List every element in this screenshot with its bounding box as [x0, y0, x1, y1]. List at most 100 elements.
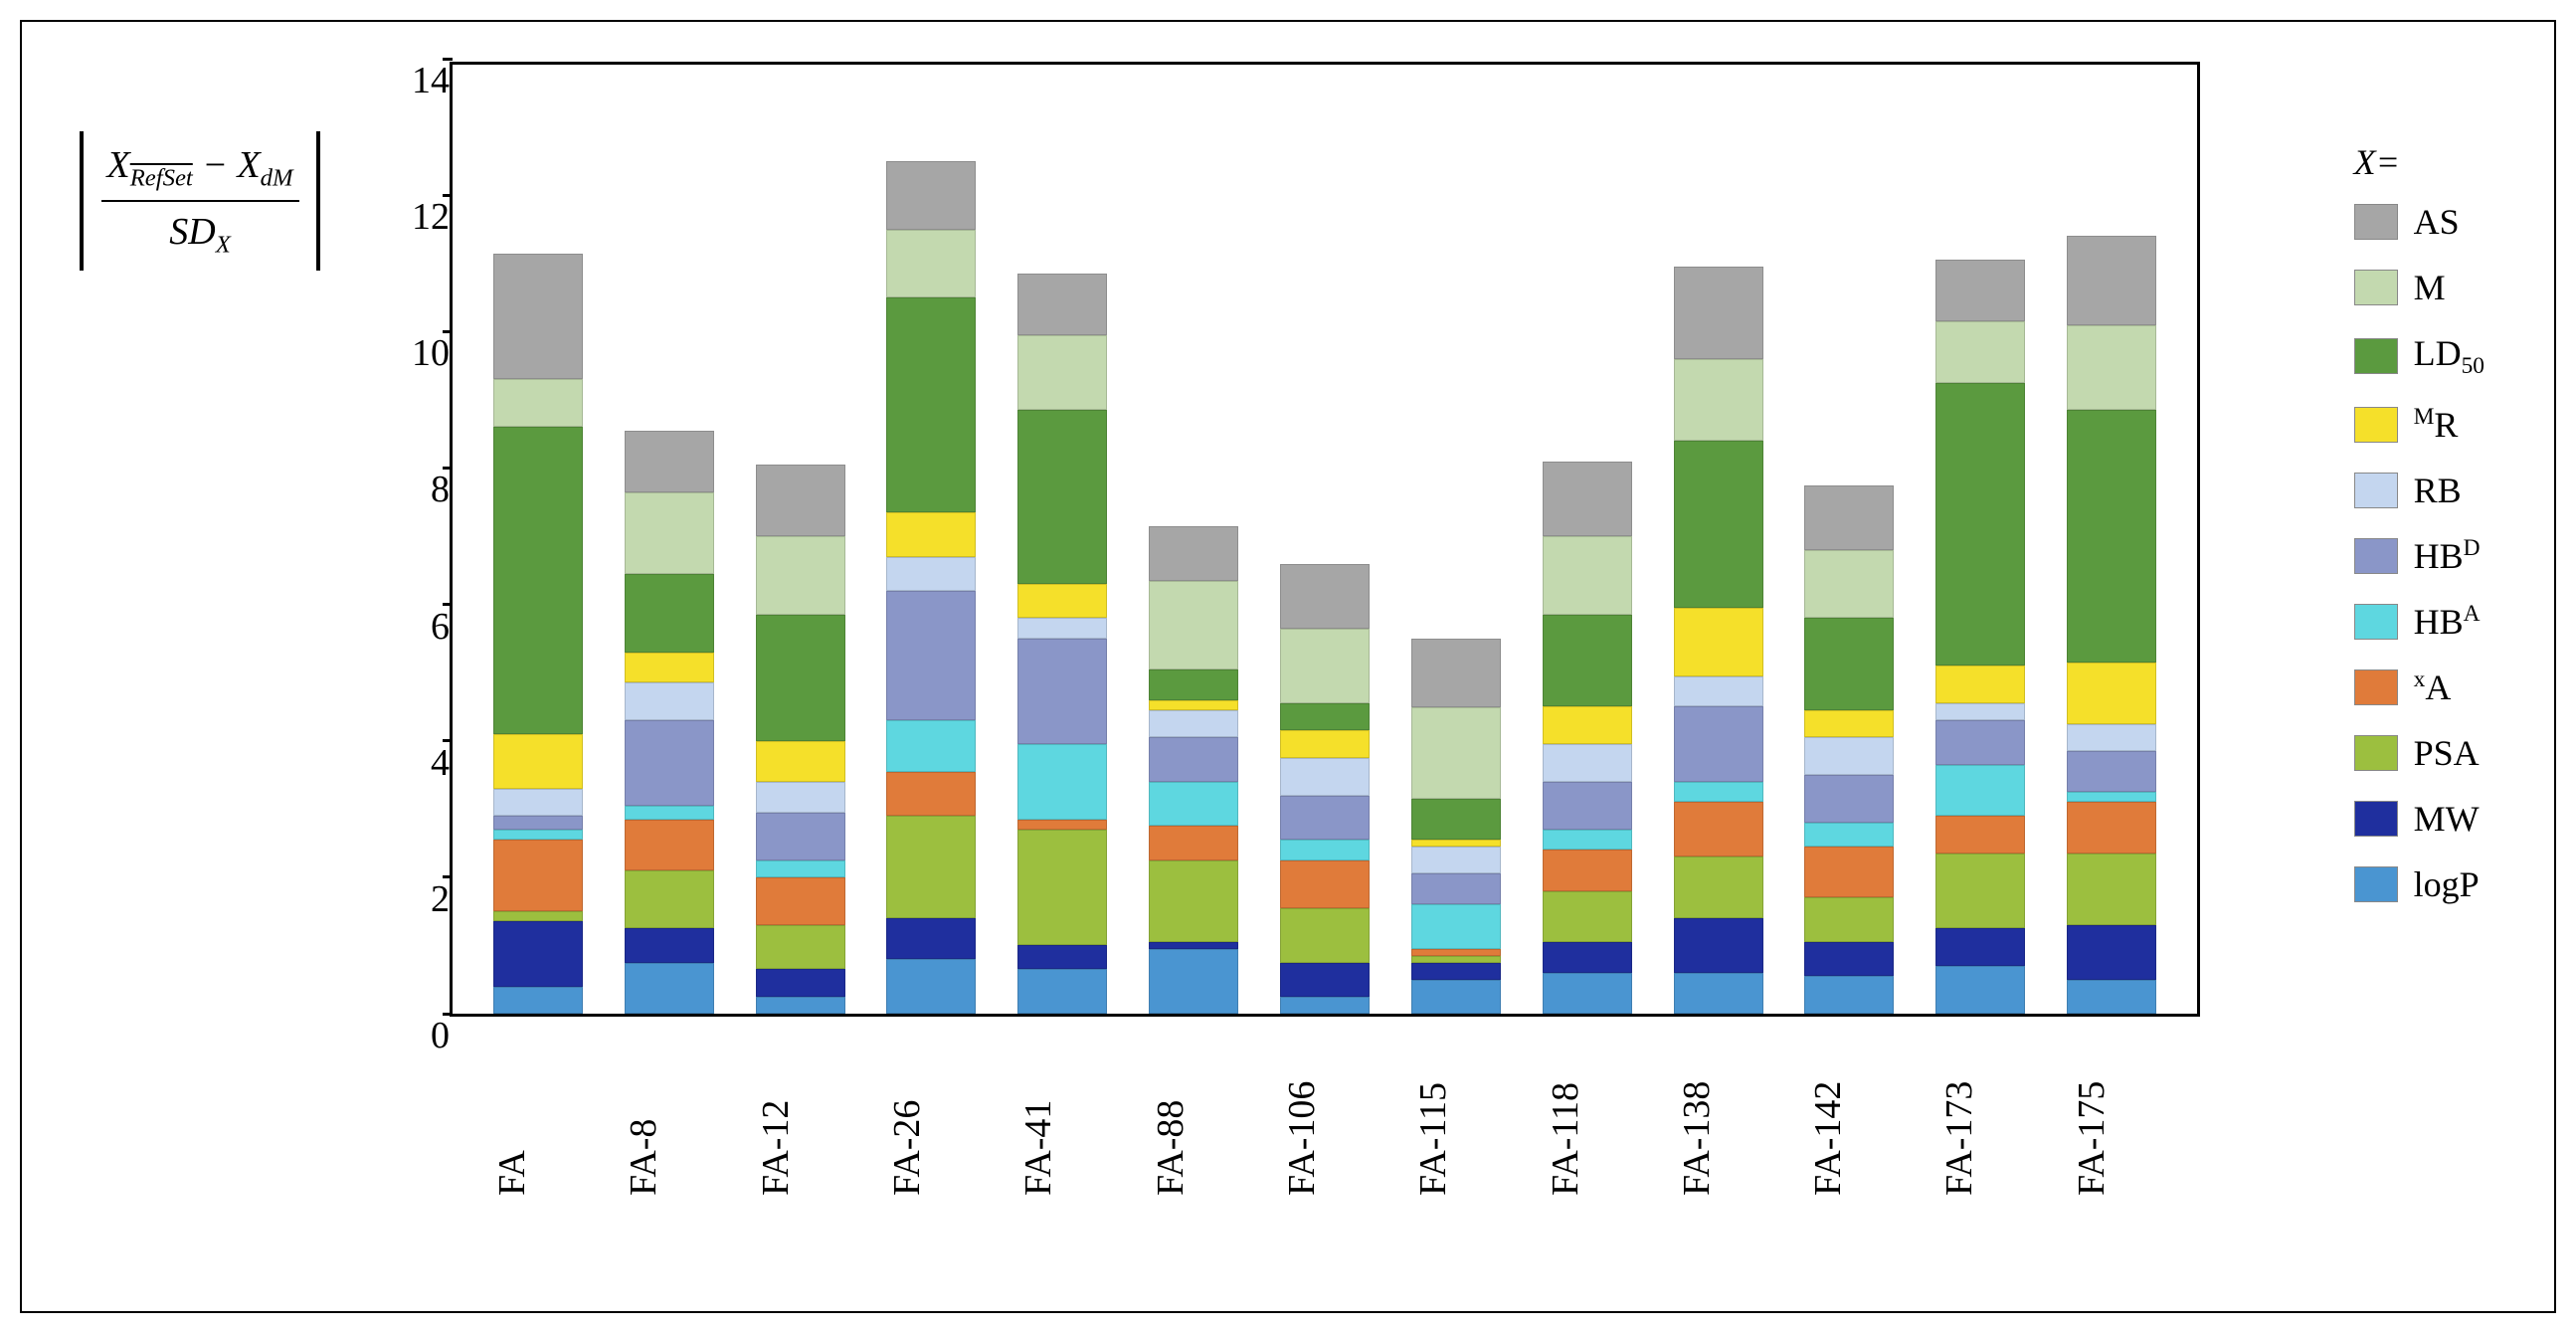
bar-segment-AS — [1935, 260, 2025, 321]
legend-item: HBA — [2354, 601, 2484, 643]
y-tick-label: 12 — [390, 195, 450, 239]
bar-segment-HBA — [886, 720, 976, 771]
x-tick-label: FA-173 — [1937, 1027, 2027, 1206]
bar-segment-MR — [2067, 663, 2156, 724]
legend-item: MW — [2354, 798, 2484, 840]
bar-segment-HBD — [1149, 737, 1238, 782]
x-tick-label: FA-118 — [1544, 1027, 1633, 1206]
bar-segment-xA — [756, 877, 845, 925]
legend-label: M — [2414, 267, 2446, 308]
legend-label: HBA — [2414, 601, 2481, 643]
bar-segment-logP — [756, 997, 845, 1014]
bar-segment-xA — [1411, 949, 1501, 956]
y-tick-label: 8 — [390, 468, 450, 511]
bar-segment-logP — [886, 959, 976, 1014]
bar-segment-HBA — [1280, 840, 1370, 860]
bar-segment-HBA — [2067, 792, 2156, 802]
bar-segment-logP — [625, 963, 714, 1014]
legend-swatch — [2354, 338, 2398, 374]
bar-segment-PSA — [1935, 854, 2025, 928]
legend-item: logP — [2354, 863, 2484, 905]
bar-segment-xA — [1017, 820, 1107, 830]
bar — [1280, 564, 1370, 1015]
bar-segment-PSA — [1017, 830, 1107, 946]
chart-container: XRefSet − XdM SDX 02468101214 FAFA-8FA-1… — [20, 20, 2556, 1313]
x-tick-label: FA-88 — [1149, 1027, 1238, 1206]
bar-segment-HBD — [1280, 796, 1370, 841]
bar-segment-xA — [2067, 802, 2156, 853]
bar-segment-M — [1674, 359, 1763, 441]
bar-segment-MW — [1280, 963, 1370, 997]
legend-swatch — [2354, 866, 2398, 902]
bar-segment-xA — [1543, 850, 1632, 890]
bar-segment-LD50 — [1804, 618, 1894, 710]
bar-segment-HBD — [2067, 751, 2156, 792]
bar — [756, 465, 845, 1014]
bar — [1543, 462, 1632, 1014]
legend-item: xA — [2354, 666, 2484, 708]
bar — [493, 254, 583, 1015]
bar-segment-RB — [1017, 618, 1107, 639]
bar-segment-M — [2067, 325, 2156, 411]
bar-segment-logP — [1935, 966, 2025, 1014]
legend-label: PSA — [2414, 732, 2480, 774]
bar-segment-xA — [886, 772, 976, 817]
x-tick-label: FA-26 — [885, 1027, 975, 1206]
bar-segment-HBD — [1804, 775, 1894, 823]
bar-segment-M — [1935, 321, 2025, 383]
bar-segment-AS — [756, 465, 845, 536]
bar — [1149, 526, 1238, 1014]
bar-segment-HBD — [756, 813, 845, 860]
bar-segment-MW — [1935, 928, 2025, 966]
bar-segment-LD50 — [1543, 615, 1632, 707]
legend-label: xA — [2414, 666, 2452, 708]
bar-segment-MR — [625, 653, 714, 683]
bar-segment-logP — [1674, 973, 1763, 1014]
bar-segment-HBD — [1543, 782, 1632, 830]
bar-segment-MW — [1804, 942, 1894, 976]
legend-item: PSA — [2354, 732, 2484, 774]
y-tick-label: 4 — [390, 741, 450, 785]
bar-segment-HBA — [1674, 782, 1763, 803]
bar-segment-PSA — [1280, 908, 1370, 963]
bar-segment-M — [1149, 581, 1238, 669]
y-axis-title: XRefSet − XdM SDX — [72, 131, 328, 271]
bar-segment-LD50 — [625, 574, 714, 653]
bar-segment-PSA — [886, 816, 976, 918]
bar-segment-HBD — [493, 816, 583, 830]
y-tick-label: 10 — [390, 331, 450, 375]
bar-segment-RB — [1543, 744, 1632, 782]
bar-segment-RB — [493, 789, 583, 816]
x-tick-label: FA-8 — [622, 1027, 711, 1206]
bar-segment-HBD — [1411, 873, 1501, 904]
bar-segment-PSA — [2067, 854, 2156, 925]
bar-segment-logP — [1280, 997, 1370, 1014]
bar-segment-AS — [493, 254, 583, 380]
legend-swatch — [2354, 407, 2398, 443]
bar-segment-MR — [1804, 710, 1894, 737]
bar-segment-PSA — [1543, 891, 1632, 942]
x-axis-labels: FAFA-8FA-12FA-26FA-41FA-88FA-106FA-115FA… — [450, 1027, 2200, 1206]
bar-segment-xA — [1280, 860, 1370, 908]
bar-segment-PSA — [1674, 857, 1763, 918]
legend: X= ASMLD50MRRBHBDHBAxAPSAMWlogP — [2354, 141, 2484, 929]
bar-segment-LD50 — [756, 615, 845, 741]
bar-segment-logP — [1149, 949, 1238, 1014]
bar-segment-HBD — [886, 591, 976, 720]
bar-segment-HBA — [625, 806, 714, 820]
bar-segment-AS — [1804, 485, 1894, 550]
bar — [1804, 485, 1894, 1014]
bar-segment-M — [1280, 629, 1370, 703]
bar-segment-HBA — [1149, 782, 1238, 827]
bar-segment-MW — [1017, 945, 1107, 969]
bar-segment-MR — [1280, 730, 1370, 757]
x-tick-label: FA-106 — [1280, 1027, 1370, 1206]
y-title-denominator: SDX — [163, 202, 237, 263]
bar — [1017, 274, 1107, 1014]
bar — [2067, 236, 2156, 1014]
bar-segment-M — [1411, 707, 1501, 800]
bar-segment-RB — [1280, 758, 1370, 796]
legend-swatch — [2354, 538, 2398, 574]
bar-segment-HBD — [625, 720, 714, 806]
legend-label: MW — [2414, 798, 2480, 840]
